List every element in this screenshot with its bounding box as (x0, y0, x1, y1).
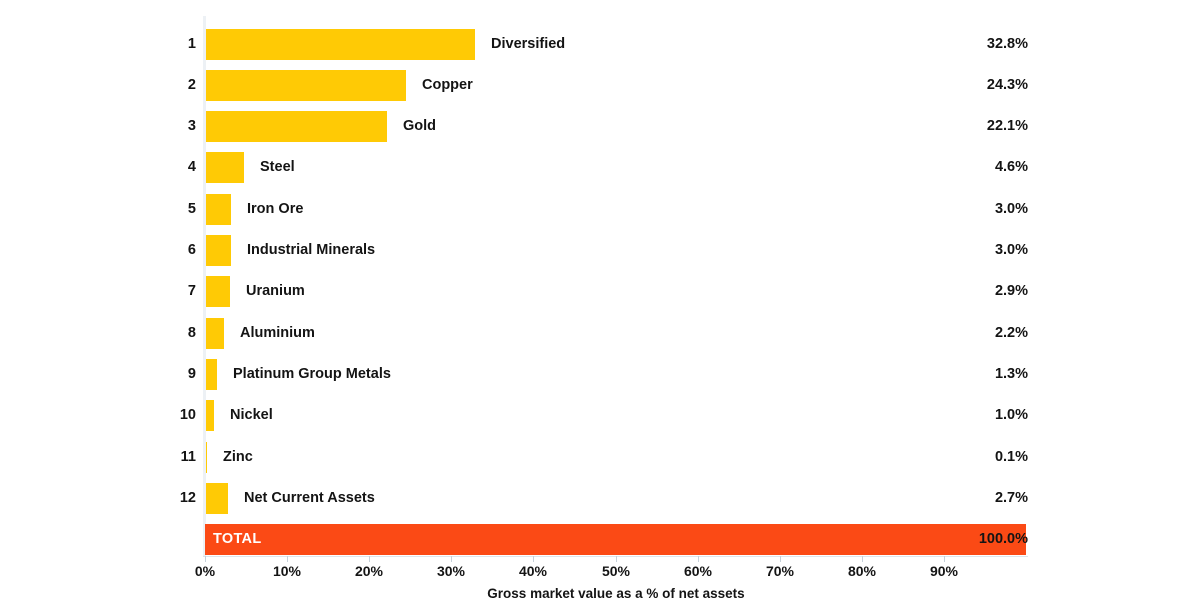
bar (206, 194, 231, 225)
row-rank: 4 (187, 159, 196, 175)
x-axis-baseline (203, 556, 1028, 557)
bar (206, 318, 225, 349)
row-rank: 6 (187, 242, 196, 258)
total-label: TOTAL (213, 531, 262, 547)
value-label: 2.7% (994, 490, 1028, 506)
tick-mark (780, 556, 781, 562)
category-label: Platinum Group Metals (233, 366, 391, 382)
tick-label: 40% (518, 563, 548, 579)
bar (206, 442, 207, 473)
value-label: 0.1% (994, 449, 1028, 465)
total-value-label: 100.0% (978, 531, 1028, 547)
value-label: 24.3% (986, 77, 1028, 93)
row-rank: 12 (179, 490, 196, 506)
bar (206, 235, 231, 266)
value-label: 32.8% (986, 36, 1028, 52)
category-label: Net Current Assets (244, 490, 375, 506)
row-rank: 3 (187, 118, 196, 134)
category-label: Aluminium (240, 325, 315, 341)
category-label: Nickel (230, 407, 273, 423)
category-label: Iron Ore (247, 201, 304, 217)
tick-mark (287, 556, 288, 562)
category-label: Steel (260, 159, 295, 175)
tick-label: 50% (601, 563, 631, 579)
row-rank: 10 (179, 407, 196, 423)
tick-mark (533, 556, 534, 562)
row-rank: 11 (180, 449, 196, 465)
bar (206, 483, 229, 514)
bar (206, 111, 388, 142)
tick-mark (698, 556, 699, 562)
value-label: 2.2% (994, 325, 1028, 341)
total-bar (205, 524, 1026, 555)
tick-mark (944, 556, 945, 562)
bar (206, 359, 217, 390)
category-label: Copper (422, 77, 473, 93)
value-label: 2.9% (994, 283, 1028, 299)
value-label: 1.3% (994, 366, 1028, 382)
row-rank: 9 (187, 366, 196, 382)
row-rank: 1 (187, 36, 196, 52)
bar (206, 152, 244, 183)
category-label: Zinc (223, 449, 253, 465)
bar (206, 276, 230, 307)
tick-label: 10% (272, 563, 302, 579)
category-label: Industrial Minerals (247, 242, 376, 258)
row-rank: 7 (187, 283, 196, 299)
bar (206, 70, 406, 101)
bar (206, 29, 476, 60)
tick-label: 80% (847, 563, 877, 579)
tick-mark (616, 556, 617, 562)
tick-label: 30% (436, 563, 466, 579)
tick-label: 70% (765, 563, 795, 579)
tick-mark (205, 556, 206, 562)
row-rank: 8 (187, 325, 196, 341)
bar (206, 400, 215, 431)
value-label: 3.0% (994, 242, 1028, 258)
category-label: Gold (403, 118, 437, 134)
tick-mark (451, 556, 452, 562)
tick-label: 20% (354, 563, 384, 579)
row-rank: 5 (187, 201, 196, 217)
tick-label: 60% (683, 563, 713, 579)
x-axis-title: Gross market value as a % of net assets (487, 586, 745, 601)
row-rank: 2 (187, 77, 196, 93)
value-label: 3.0% (994, 201, 1028, 217)
tick-label: 90% (929, 563, 959, 579)
category-label: Uranium (246, 283, 305, 299)
value-label: 22.1% (986, 118, 1028, 134)
value-label: 4.6% (994, 159, 1028, 175)
tick-mark (862, 556, 863, 562)
y-axis-line (203, 16, 206, 556)
value-label: 1.0% (994, 407, 1028, 423)
category-label: Diversified (491, 36, 566, 52)
tick-mark (369, 556, 370, 562)
tick-label: 0% (194, 563, 216, 579)
